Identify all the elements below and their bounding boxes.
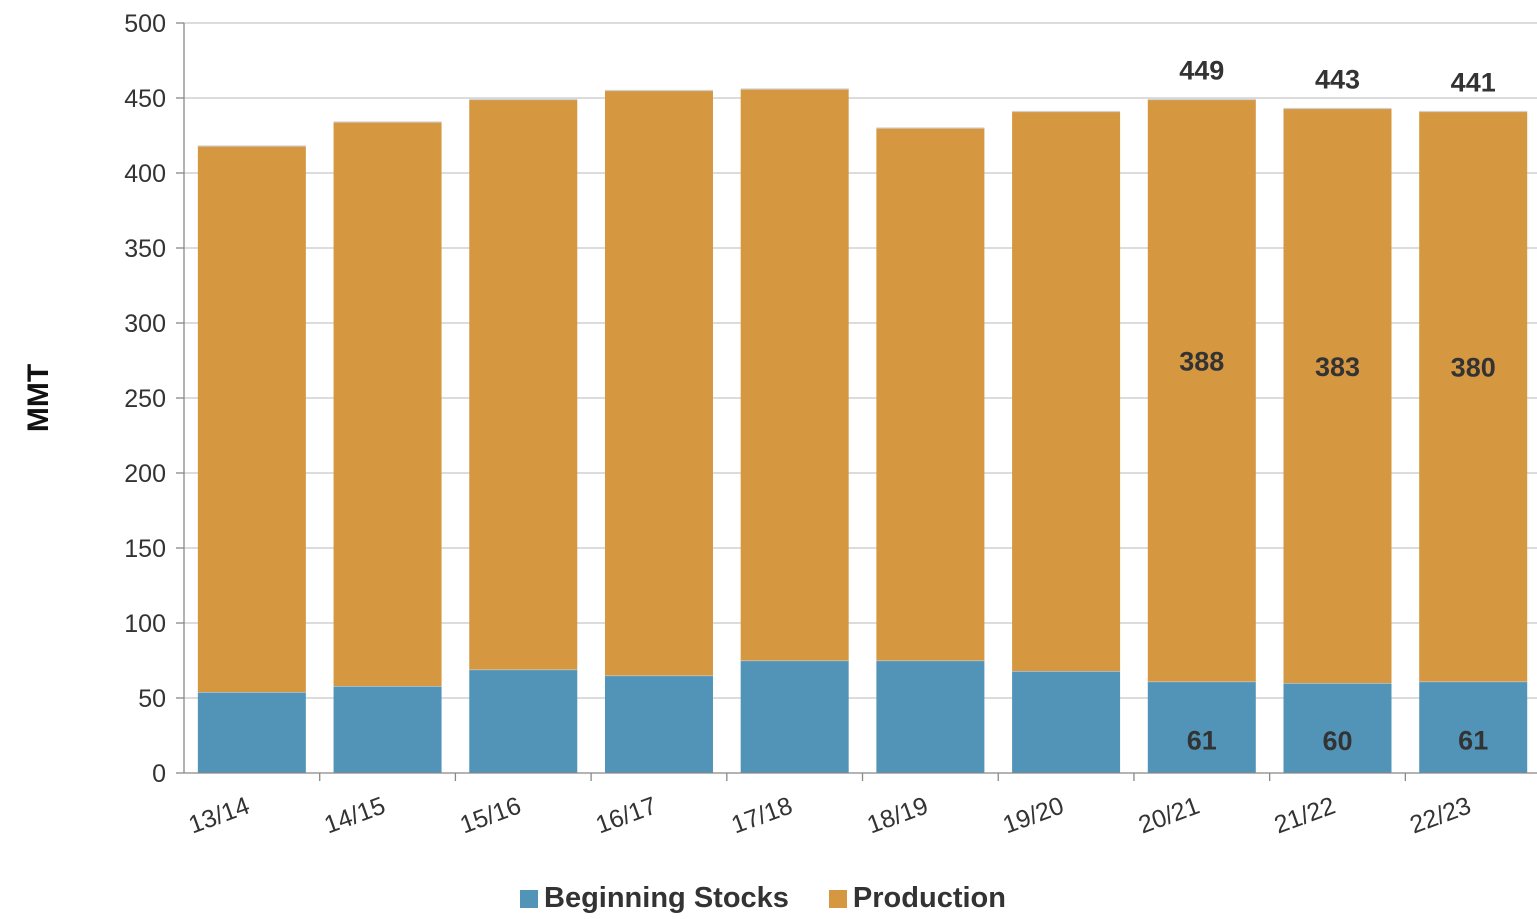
legend-item-production: Production — [828, 882, 1006, 915]
data-label-beginning-stocks: 61 — [1187, 725, 1217, 755]
data-label-total: 449 — [1179, 56, 1224, 86]
data-label-production: 383 — [1315, 352, 1360, 382]
bar-beginning-stocks — [876, 660, 985, 773]
bars — [197, 88, 1528, 773]
bar-production — [1283, 108, 1392, 683]
legend-swatch-beginning-stocks — [520, 889, 538, 908]
axes — [176, 22, 1537, 781]
bar-production — [740, 89, 849, 661]
y-tick-label: 500 — [124, 10, 166, 38]
bar-production — [876, 128, 985, 661]
x-tick-label: 14/15 — [321, 792, 389, 840]
y-tick-labels: 0 50 100 150 200 250 300 350 400 450 500 — [124, 10, 166, 788]
y-tick-label: 350 — [124, 235, 166, 263]
y-tick-label: 100 — [124, 610, 166, 638]
x-tick-label: 13/14 — [185, 792, 253, 840]
bar-production — [1012, 111, 1121, 671]
bar-production — [197, 146, 306, 692]
bar-beginning-stocks — [604, 675, 713, 773]
data-label-total: 443 — [1315, 65, 1360, 95]
data-label-beginning-stocks: 61 — [1458, 725, 1488, 755]
y-tick-label: 200 — [124, 460, 166, 488]
bar-production — [604, 90, 713, 676]
x-tick-label: 21/22 — [1271, 792, 1339, 840]
x-tick-label: 15/16 — [456, 792, 524, 840]
bar-beginning-stocks — [333, 686, 442, 773]
bar-beginning-stocks — [1012, 671, 1121, 773]
bar-beginning-stocks — [469, 669, 578, 773]
y-tick-label: 0 — [152, 760, 166, 788]
y-tick-label: 300 — [124, 310, 166, 338]
y-tick-label: 250 — [124, 385, 166, 413]
legend-swatch-production — [828, 889, 847, 908]
y-axis-title: MMT — [22, 364, 55, 432]
y-tick-label: 450 — [124, 85, 166, 113]
bar-beginning-stocks — [197, 692, 306, 773]
bar-production — [1419, 111, 1528, 682]
x-tick-labels: 13/14 14/15 15/16 16/17 17/18 18/19 19/20 20/21… — [185, 792, 1475, 840]
data-label-total: 441 — [1451, 68, 1496, 98]
x-tick-label: 17/18 — [728, 792, 796, 840]
bar-production — [333, 122, 442, 686]
x-tick-label: 20/21 — [1135, 792, 1203, 840]
legend: Beginning Stocks Production — [520, 882, 1046, 915]
x-tick-label: 16/17 — [592, 792, 660, 840]
data-labels: 61 388 449 60 383 443 61 380 441 — [1179, 56, 1495, 757]
bar-beginning-stocks — [1283, 683, 1392, 773]
bar-beginning-stocks — [1419, 681, 1528, 773]
bar-production — [469, 99, 578, 670]
data-label-production: 380 — [1451, 353, 1496, 383]
legend-item-beginning-stocks: Beginning Stocks — [520, 882, 789, 915]
bar-beginning-stocks — [740, 660, 849, 773]
x-tick-label: 18/19 — [863, 792, 931, 840]
y-tick-label: 400 — [124, 160, 166, 188]
x-tick-label: 19/20 — [999, 792, 1067, 840]
data-label-production: 388 — [1179, 347, 1224, 377]
bar-production — [1147, 99, 1256, 682]
data-label-beginning-stocks: 60 — [1322, 726, 1352, 756]
legend-label-production: Production — [852, 882, 1006, 914]
legend-label-beginning-stocks: Beginning Stocks — [544, 882, 789, 914]
x-tick-label: 22/23 — [1406, 792, 1474, 840]
bar-beginning-stocks — [1147, 681, 1256, 773]
y-tick-label: 150 — [124, 535, 166, 563]
y-tick-label: 50 — [138, 685, 166, 713]
